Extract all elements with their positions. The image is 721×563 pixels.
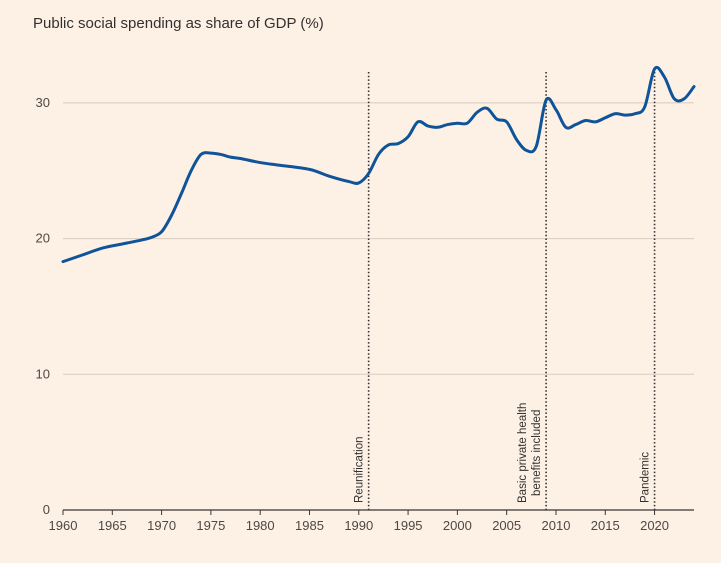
- x-tick-label: 1995: [394, 518, 423, 533]
- series-line: [61, 65, 696, 264]
- x-tick-label: 2010: [542, 518, 571, 533]
- x-tick-label: 1965: [98, 518, 127, 533]
- x-tick-label: 1985: [295, 518, 324, 533]
- x-tick-label: 1970: [147, 518, 176, 533]
- event-label: Reunification: [354, 437, 366, 503]
- y-tick-label: 20: [36, 231, 50, 246]
- x-tick-label: 1960: [49, 518, 78, 533]
- x-tick-label: 2015: [591, 518, 620, 533]
- x-tick-label: 2005: [492, 518, 521, 533]
- event-label: Pandemic: [640, 452, 652, 503]
- x-tick-label: 2000: [443, 518, 472, 533]
- x-tick-label: 1980: [246, 518, 275, 533]
- event-label: Basic private health benefits included: [517, 403, 543, 503]
- y-tick-label: 0: [43, 502, 50, 517]
- chart-title: Public social spending as share of GDP (…: [33, 15, 324, 32]
- y-tick-label: 30: [36, 95, 50, 110]
- x-tick-label: 2020: [640, 518, 669, 533]
- y-tick-label: 10: [36, 366, 50, 381]
- x-tick-label: 1990: [344, 518, 373, 533]
- x-tick-label: 1975: [196, 518, 225, 533]
